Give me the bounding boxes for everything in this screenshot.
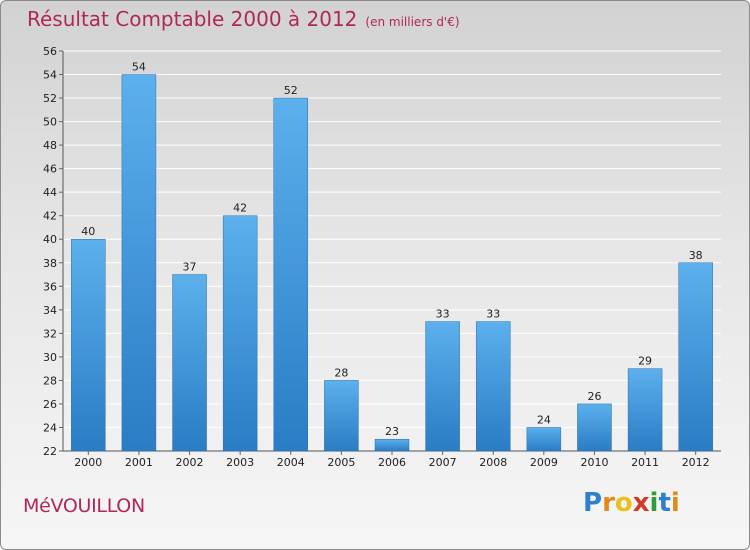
logo-letter: t bbox=[658, 488, 671, 518]
y-tick-label: 42 bbox=[43, 210, 57, 223]
y-tick-label: 24 bbox=[43, 421, 57, 434]
y-tick-label: 52 bbox=[43, 92, 57, 105]
bar bbox=[475, 321, 511, 452]
bar bbox=[273, 97, 309, 452]
y-tick-label: 54 bbox=[43, 69, 57, 82]
bar bbox=[374, 438, 410, 452]
bar-value-label: 52 bbox=[284, 84, 298, 97]
bar bbox=[425, 321, 460, 452]
x-tick-label: 2005 bbox=[327, 456, 355, 469]
title-unit: (en milliers d'€) bbox=[365, 15, 460, 29]
bar-value-label: 24 bbox=[537, 413, 551, 426]
bar bbox=[678, 262, 713, 452]
x-tick-label: 2002 bbox=[176, 456, 204, 469]
y-tick-label: 56 bbox=[43, 45, 57, 58]
y-tick-label: 50 bbox=[43, 116, 57, 129]
x-tick-label: 2009 bbox=[530, 456, 558, 469]
bar bbox=[71, 238, 106, 452]
y-tick-label: 36 bbox=[43, 280, 57, 293]
bar-value-label: 33 bbox=[436, 308, 450, 321]
logo-letter: P bbox=[583, 488, 603, 518]
bar-value-label: 26 bbox=[587, 390, 601, 403]
commune-name: MéVOUILLON bbox=[23, 495, 145, 517]
bar bbox=[577, 403, 612, 452]
bar-value-label: 37 bbox=[183, 261, 197, 274]
y-tick-label: 26 bbox=[43, 398, 57, 411]
bar-value-label: 38 bbox=[689, 249, 703, 262]
bar-value-label: 40 bbox=[81, 225, 95, 238]
x-tick-label: 2003 bbox=[226, 456, 254, 469]
title-text: Résultat Comptable 2000 à 2012 bbox=[27, 7, 358, 31]
proxiti-logo: Proxiti bbox=[583, 488, 680, 518]
logo-letter: o bbox=[614, 488, 633, 518]
y-tick-label: 22 bbox=[43, 445, 57, 458]
x-tick-label: 2007 bbox=[429, 456, 457, 469]
logo-letter: i bbox=[670, 488, 680, 518]
x-tick-label: 2001 bbox=[125, 456, 153, 469]
x-tick-label: 2012 bbox=[682, 456, 710, 469]
y-tick-label: 30 bbox=[43, 351, 57, 364]
bar bbox=[172, 274, 207, 452]
x-tick-label: 2010 bbox=[580, 456, 608, 469]
bar bbox=[222, 215, 258, 452]
bar bbox=[627, 368, 663, 452]
bar bbox=[121, 74, 157, 452]
bar-value-label: 54 bbox=[132, 61, 146, 74]
bar-value-label: 33 bbox=[486, 308, 500, 321]
x-tick-label: 2006 bbox=[378, 456, 406, 469]
x-tick-label: 2004 bbox=[277, 456, 305, 469]
y-tick-label: 40 bbox=[43, 233, 57, 246]
bar-value-label: 29 bbox=[638, 355, 652, 368]
logo-letter: r bbox=[602, 488, 615, 518]
x-tick-label: 2008 bbox=[479, 456, 507, 469]
bar bbox=[526, 427, 562, 452]
y-tick-label: 28 bbox=[43, 374, 57, 387]
bar-value-label: 23 bbox=[385, 425, 399, 438]
bar-value-label: 28 bbox=[334, 366, 348, 379]
y-tick-label: 34 bbox=[43, 304, 57, 317]
y-tick-label: 38 bbox=[43, 257, 57, 270]
logo-letter: x bbox=[632, 488, 650, 518]
y-tick-label: 46 bbox=[43, 163, 57, 176]
x-tick-label: 2011 bbox=[631, 456, 659, 469]
x-tick-label: 2000 bbox=[74, 456, 102, 469]
chart-title: Résultat Comptable 2000 à 2012 (en millie… bbox=[27, 7, 460, 31]
y-tick-label: 48 bbox=[43, 139, 57, 152]
y-tick-label: 32 bbox=[43, 327, 57, 340]
y-tick-label: 44 bbox=[43, 186, 57, 199]
bar-value-label: 42 bbox=[233, 202, 247, 215]
bar bbox=[324, 380, 359, 452]
logo-letter: i bbox=[649, 488, 659, 518]
